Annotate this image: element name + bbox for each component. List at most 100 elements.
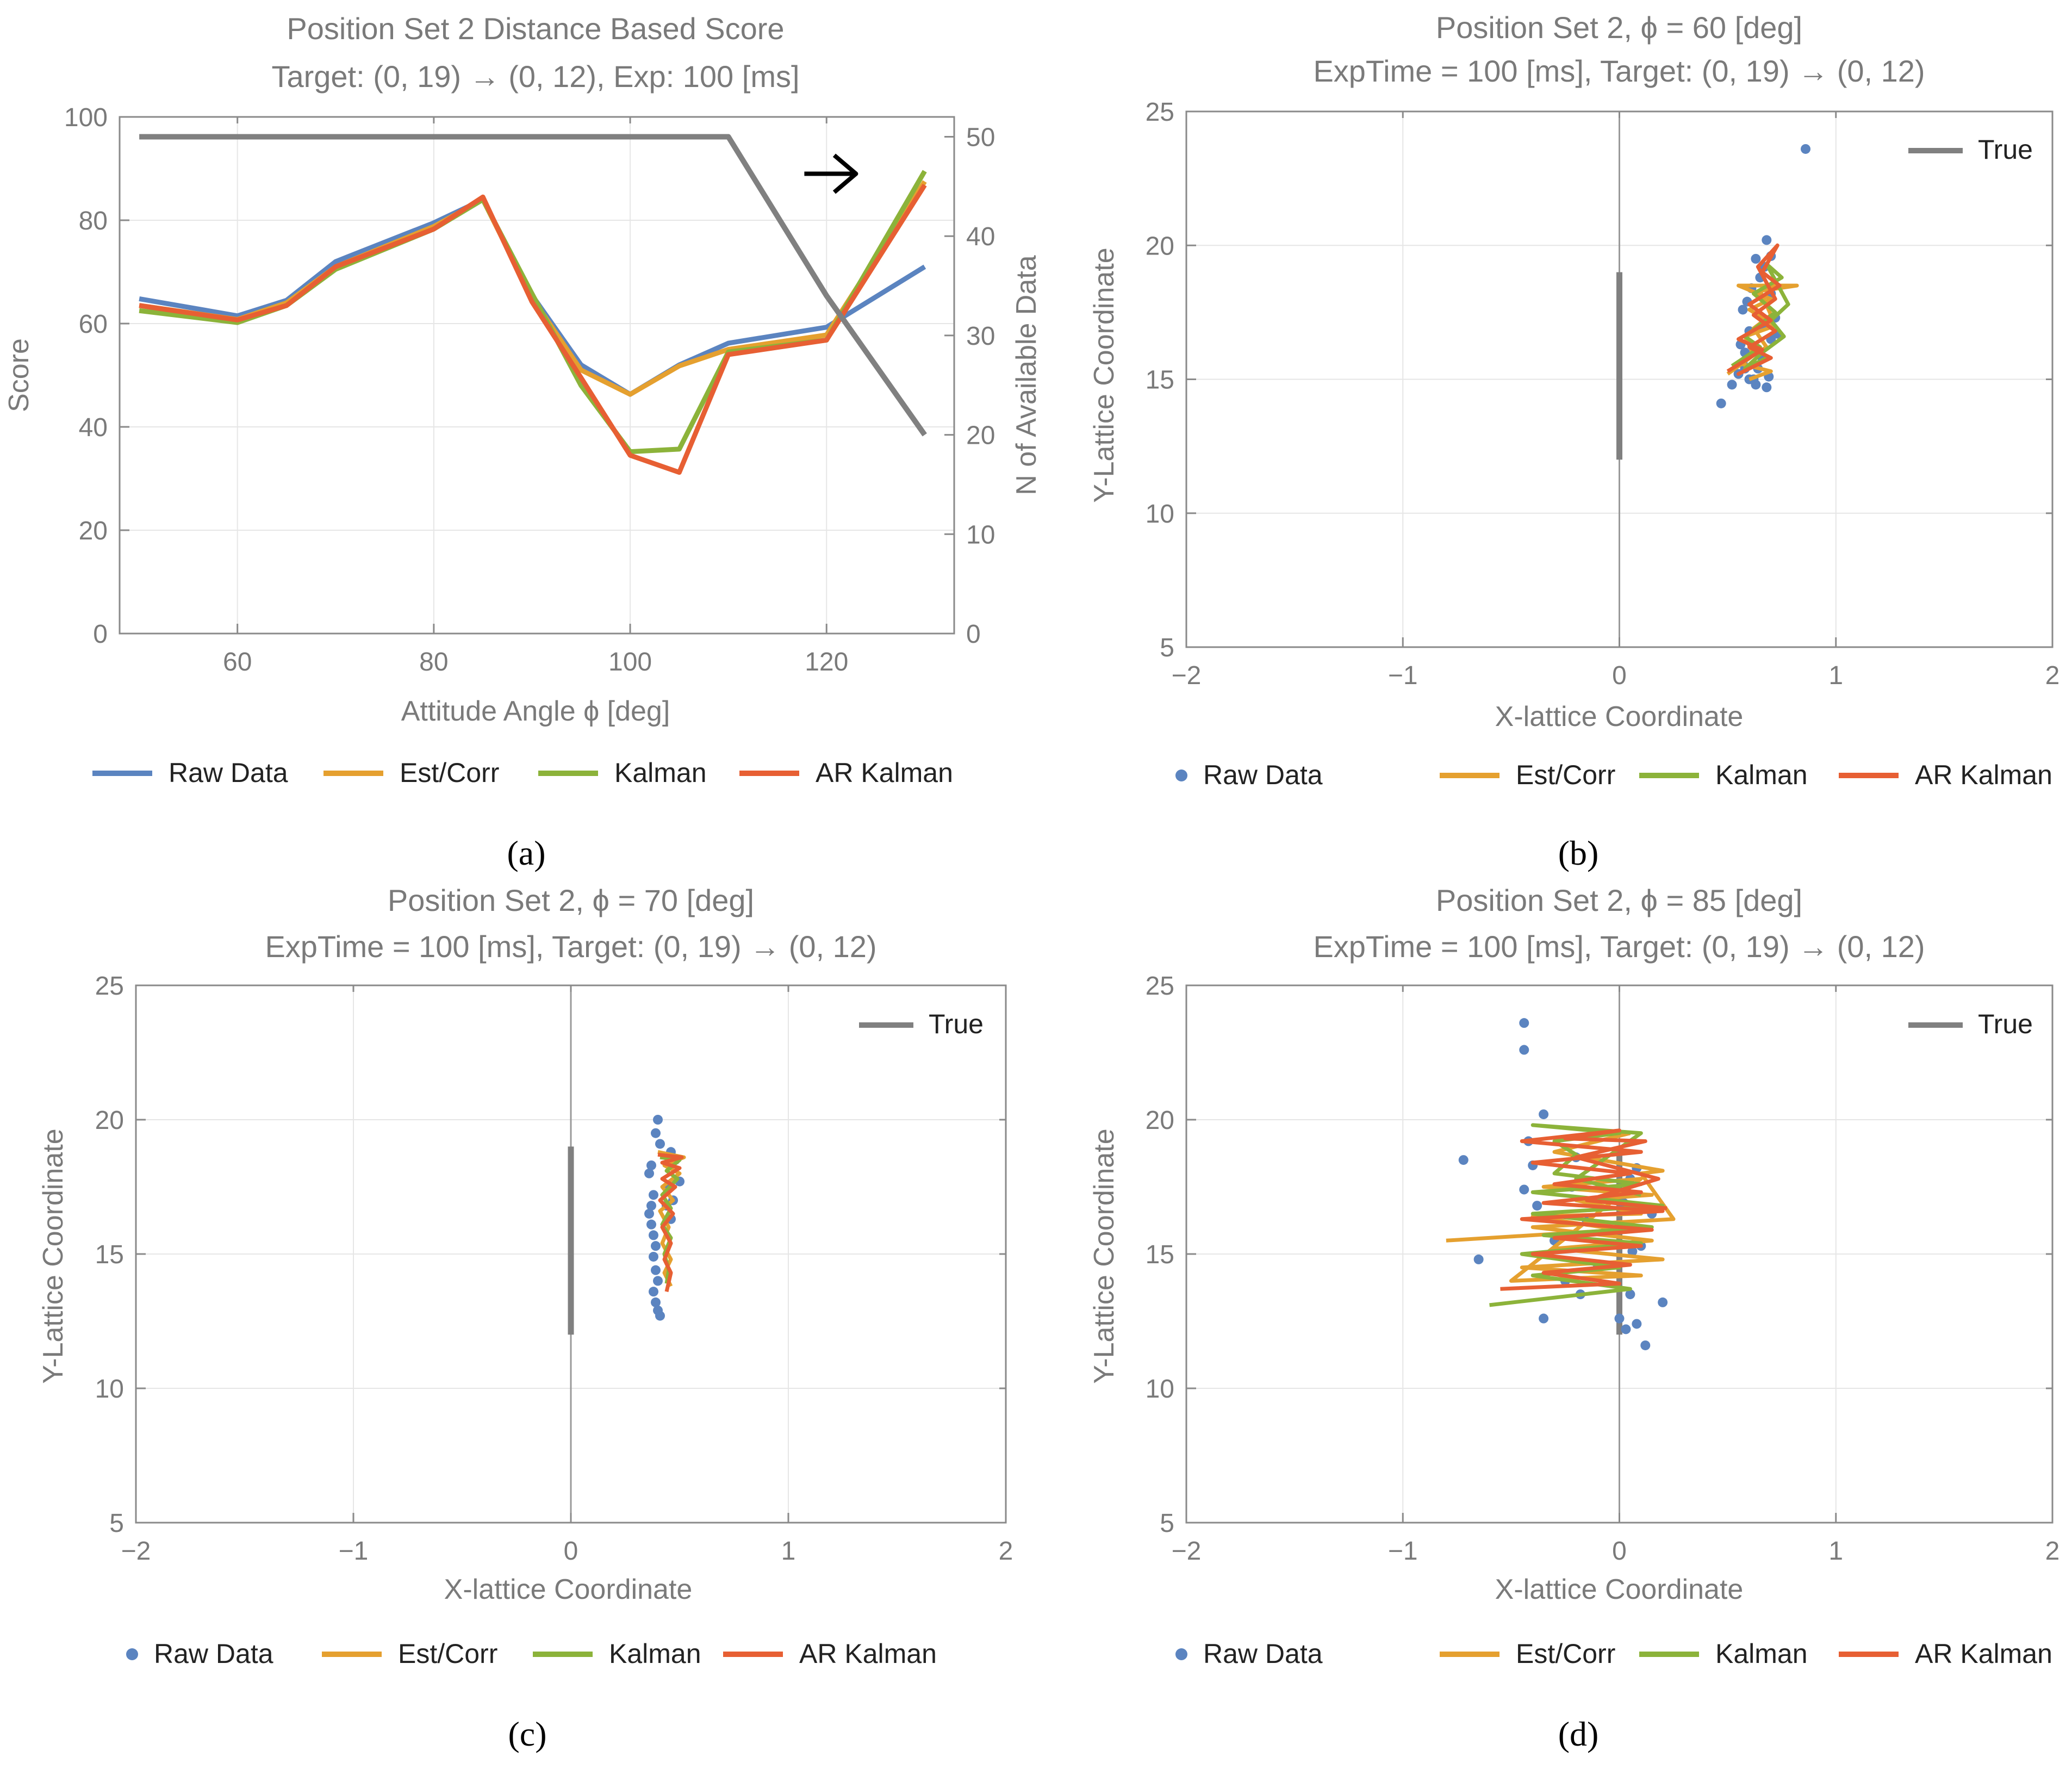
legend-swatch-raw — [126, 1648, 138, 1660]
chart-subtitle: ExpTime = 100 [ms], Target: (0, 19) → (0… — [1313, 929, 1925, 964]
legend-label-ar: AR Kalman — [1915, 1638, 2052, 1669]
y2-tick-label: 40 — [966, 222, 995, 251]
y-tick-label: 20 — [79, 517, 108, 545]
y-tick-label: 20 — [1146, 1106, 1174, 1135]
raw-data-point — [1640, 1340, 1651, 1350]
chart-title: Position Set 2, ϕ = 85 [deg] — [1436, 883, 1802, 917]
raw-data-point — [1716, 398, 1726, 408]
y-tick-label: 15 — [95, 1240, 124, 1269]
chart-panel-4: Position Set 2, ϕ = 85 [deg] ExpTime = 10… — [1088, 883, 2059, 1753]
x-tick-label: 1 — [1828, 1537, 1843, 1566]
raw-data-point — [651, 1297, 661, 1307]
series-line-available-data — [139, 134, 927, 437]
legend-true-label: True — [929, 1009, 984, 1039]
chart-panel-2: Position Set 2, ϕ = 60 [deg] ExpTime = 10… — [1088, 10, 2059, 872]
chart-subtitle: Target: (0, 19) → (0, 12), Exp: 100 [ms] — [271, 59, 799, 94]
x-tick-label: −2 — [1172, 661, 1202, 690]
raw-data-point — [1658, 1297, 1668, 1307]
legend-label-ar: AR Kalman — [799, 1638, 937, 1669]
x-tick-label: 1 — [781, 1537, 796, 1566]
y2-axis-label: N of Available Data — [1011, 255, 1042, 495]
raw-data-point — [1458, 1155, 1469, 1165]
x-tick-label: 0 — [564, 1537, 578, 1566]
legend-label-kalman: Kalman — [1715, 760, 1808, 790]
x-axis-label: X-lattice Coordinate — [1495, 1574, 1744, 1605]
legend-label-kalman: Kalman — [1715, 1638, 1808, 1669]
y-tick-label: 100 — [64, 103, 108, 132]
y-tick-label: 20 — [1146, 232, 1174, 260]
x-tick-label: 100 — [608, 648, 652, 676]
raw-data-point — [1751, 380, 1761, 390]
raw-data-point — [1519, 1045, 1529, 1055]
raw-data-point — [1539, 1313, 1549, 1324]
x-tick-label: −2 — [121, 1537, 151, 1566]
y-tick-label: 10 — [95, 1375, 124, 1404]
x-tick-label: 2 — [999, 1537, 1013, 1566]
y-tick-label: 25 — [95, 972, 124, 1001]
legend-label-raw: Raw Data — [1203, 760, 1323, 790]
raw-data-point — [649, 1287, 658, 1297]
y-tick-label: 5 — [109, 1509, 124, 1538]
legend-label-est: Est/Corr — [1516, 1638, 1615, 1669]
raw-data-point — [649, 1190, 658, 1200]
y-axis-label: Y-Lattice Coordinate — [1088, 1128, 1120, 1383]
raw-data-point — [649, 1230, 658, 1240]
legend-swatch-raw — [1175, 1648, 1187, 1660]
x-axis-label: Attitude Angle ϕ [deg] — [401, 696, 670, 727]
y-axis-label: Y-Lattice Coordinate — [38, 1128, 69, 1383]
series-line-ar — [657, 1152, 684, 1292]
chart-panel-1: Position Set 2 Distance Based Score Targe… — [3, 11, 1042, 872]
raw-data-point — [1800, 144, 1810, 154]
legend-label-raw: Raw Data — [169, 758, 288, 788]
x-tick-label: 120 — [805, 648, 848, 676]
raw-data-point — [1519, 1184, 1529, 1195]
x-tick-label: 2 — [2045, 661, 2060, 690]
raw-data-point — [644, 1208, 654, 1219]
y-tick-label: 80 — [79, 207, 108, 235]
x-tick-label: −1 — [339, 1537, 369, 1566]
raw-data-point — [646, 1201, 656, 1211]
raw-data-point — [646, 1219, 656, 1230]
x-axis-label: X-lattice Coordinate — [444, 1574, 693, 1605]
x-tick-label: 1 — [1828, 661, 1843, 690]
raw-data-point — [1762, 382, 1772, 393]
raw-data-point — [649, 1251, 658, 1262]
raw-data-point — [1627, 1246, 1638, 1257]
raw-data-point — [1762, 235, 1772, 245]
chart-subtitle: ExpTime = 100 [ms], Target: (0, 19) → (0… — [265, 929, 876, 964]
raw-data-point — [1625, 1289, 1635, 1300]
raw-data-point — [1738, 305, 1748, 315]
series-line-ar — [139, 183, 927, 475]
y-tick-label: 10 — [1146, 500, 1174, 529]
y2-tick-label: 30 — [966, 322, 995, 351]
y-tick-label: 5 — [1160, 634, 1174, 662]
legend-label-est: Est/Corr — [398, 1638, 497, 1669]
legend-label-est: Est/Corr — [1516, 760, 1615, 790]
y2-tick-label: 20 — [966, 421, 995, 450]
annotation-arrow-head — [832, 153, 858, 194]
series-line-ar — [1500, 1128, 1667, 1291]
panel-label: (c) — [508, 1715, 546, 1753]
legend-true-label: True — [1978, 134, 2033, 165]
x-tick-label: 60 — [223, 648, 252, 676]
y-tick-label: 15 — [1146, 366, 1174, 395]
legend-label-kalman: Kalman — [614, 758, 707, 788]
raw-data-point — [651, 1241, 661, 1251]
y2-tick-label: 50 — [966, 123, 995, 152]
raw-data-point — [1727, 380, 1737, 390]
raw-data-point — [653, 1276, 663, 1286]
y-tick-label: 5 — [1160, 1509, 1174, 1538]
legend-label-raw: Raw Data — [154, 1638, 273, 1669]
raw-data-point — [1473, 1254, 1484, 1264]
y-tick-label: 40 — [79, 413, 108, 442]
raw-data-point — [655, 1311, 665, 1321]
y2-tick-label: 0 — [966, 620, 981, 649]
y-tick-label: 15 — [1146, 1240, 1174, 1269]
chart-panel-3: Position Set 2, ϕ = 70 [deg] ExpTime = 10… — [38, 883, 1013, 1753]
x-tick-label: −1 — [1388, 661, 1418, 690]
legend-label-est: Est/Corr — [400, 758, 499, 788]
legend-swatch-raw — [1175, 769, 1187, 781]
y-tick-label: 60 — [79, 310, 108, 339]
raw-data-point — [651, 1265, 661, 1275]
